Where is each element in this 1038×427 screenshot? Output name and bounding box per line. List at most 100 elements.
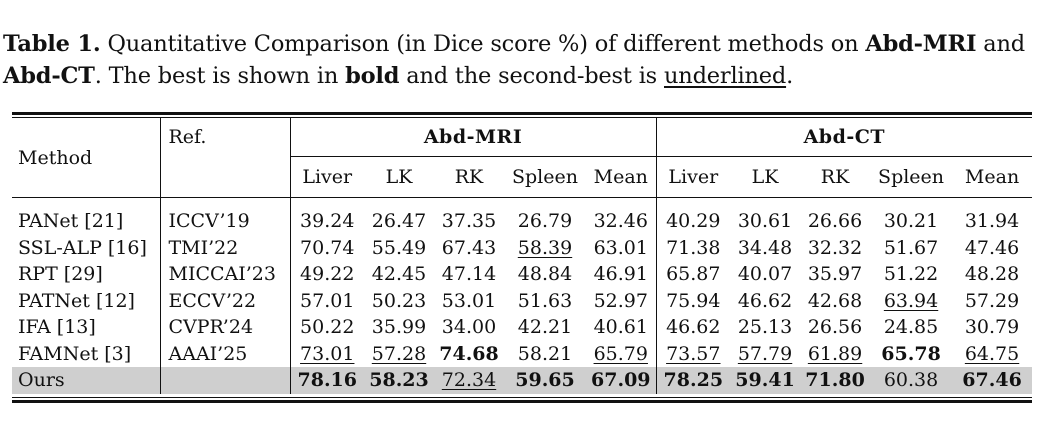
cell-value-text: 75.94 [666,289,721,312]
cell-value: 73.57 [655,340,731,367]
cell-value: 63.94 [870,288,952,315]
header-mri-lk: LK [385,166,413,188]
cell-method: SSL-ALP [16] [18,236,147,259]
header-group-abd-ct: Abd-CT [655,118,1033,157]
cell-value: 52.97 [586,288,656,315]
cell-value: 48.84 [504,261,586,288]
cell-value-text: 73.57 [666,342,721,365]
cell-value: 48.28 [952,261,1032,288]
cell-value: 72.34 [434,367,504,394]
cell-value: 63.01 [586,235,656,262]
cell-value-text: 26.56 [807,316,863,339]
cell-value: 59.41 [730,367,801,394]
cell-value: 25.13 [730,314,800,341]
cell-value: 34.00 [434,314,504,341]
cell-value: 57.79 [730,341,800,368]
cell-value-text: 78.25 [663,369,724,392]
cell-value-text: 35.99 [371,316,427,339]
cell-value-text: 42.45 [371,263,427,286]
bottom-rule-thin [12,396,1032,398]
cell-value-text: 26.79 [517,210,573,233]
cell-method: PATNet [12] [18,289,135,312]
cell-value-text: 48.84 [517,263,573,286]
cell-value: 50.23 [364,288,434,315]
cell-method: RPT [29] [18,263,103,286]
cell-value: 40.29 [655,197,731,235]
cell-value-text: 25.13 [737,316,793,339]
caption-bold-word: bold [345,63,400,89]
cell-value-text: 26.47 [371,210,427,233]
cell-value-text: 50.23 [371,289,427,312]
table-caption: Table 1. Quantitative Comparison (in Dic… [3,28,1033,92]
table-row: PATNet [12] ECCV’22 57.01 50.23 53.01 51.63 52… [12,287,1032,315]
header-ct-rk: RK [820,166,850,188]
cell-value: 67.43 [434,235,504,262]
cell-value-text: 39.24 [300,210,355,233]
cell-value: 47.14 [434,261,504,288]
cell-ref: TMI’22 [159,234,290,261]
caption-text-3: . The best is shown in [94,63,346,89]
cell-value-text: 70.74 [300,236,355,259]
cell-ref [159,367,290,394]
cell-value-text: 35.97 [807,263,863,286]
cell-value: 37.35 [434,198,504,235]
cell-value: 75.94 [655,287,731,314]
header-row-groups: Method Ref. Abd-MRI Abd-CT [12,118,1033,169]
cell-value-text: 64.75 [964,342,1020,365]
cell-value-text: 30.61 [737,210,793,233]
cell-value-text: 49.22 [300,263,355,286]
cell-value: 26.79 [504,198,586,235]
cell-value-text: 71.38 [666,236,721,259]
table-row: IFA [13] CVPR’24 50.22 35.99 34.00 42.21 40.61… [12,314,1032,341]
cell-value-text: 72.34 [441,369,497,392]
cell-ref: ECCV’22 [159,287,290,314]
cell-value: 51.67 [870,235,952,262]
cell-value-text: 60.38 [883,369,939,392]
cell-value: 74.68 [434,341,504,368]
cell-value: 40.07 [730,261,800,288]
caption-bold-ct: Abd-CT [3,63,95,89]
caption-underlined-word: underlined [664,63,787,89]
cell-value-text: 65.78 [881,342,941,365]
results-table: Method Ref. Abd-MRI Abd-CT Liver LK RK S… [12,112,1033,403]
cell-value: 42.45 [364,261,434,288]
cell-value: 57.29 [952,288,1032,315]
comparison-table: Method Ref. Abd-MRI Abd-CT Liver LK RK S… [12,118,1033,394]
cell-value: 78.25 [655,367,731,394]
cell-value: 46.62 [655,314,731,341]
cell-value-text: 32.46 [593,210,648,233]
cell-ref: ICCV’19 [159,197,290,235]
header-mri-rk: RK [454,166,484,188]
cell-value: 32.32 [800,235,870,262]
header-ct-lk: LK [751,166,779,188]
cell-value-text: 46.62 [737,289,793,312]
cell-value: 47.46 [952,235,1032,262]
cell-value-text: 71.80 [805,369,865,392]
cell-value-text: 59.41 [735,369,795,392]
cell-value: 46.62 [730,288,800,315]
cell-value-text: 48.28 [964,263,1020,286]
cell-value-text: 47.46 [964,236,1020,259]
cell-value-text: 24.85 [883,316,939,339]
cell-value-text: 67.43 [441,236,497,259]
cell-value: 55.49 [364,235,434,262]
cell-value-text: 55.49 [371,236,427,259]
cell-ref: CVPR’24 [159,314,290,341]
cell-value-text: 63.94 [883,289,939,312]
cell-value-text: 40.61 [593,316,648,339]
cell-value: 31.94 [952,198,1032,235]
cell-value: 26.66 [800,198,870,235]
cell-value-text: 46.62 [666,316,721,339]
cell-value: 40.61 [586,314,656,341]
cell-value: 65.78 [870,341,952,368]
cell-method: Ours [12,367,160,394]
cell-value: 34.48 [730,235,800,262]
cell-value: 30.61 [730,198,800,235]
header-mri-mean: Mean [593,166,648,188]
top-rule-thin [12,117,1032,118]
cell-value-text: 57.79 [737,342,793,365]
table-row: RPT [29] MICCAI’23 49.22 42.45 47.14 48.84 46.… [12,261,1032,288]
header-group-abd-mri: Abd-MRI [289,118,657,157]
cell-value: 59.65 [504,367,586,394]
cell-value-text: 58.23 [369,369,429,392]
